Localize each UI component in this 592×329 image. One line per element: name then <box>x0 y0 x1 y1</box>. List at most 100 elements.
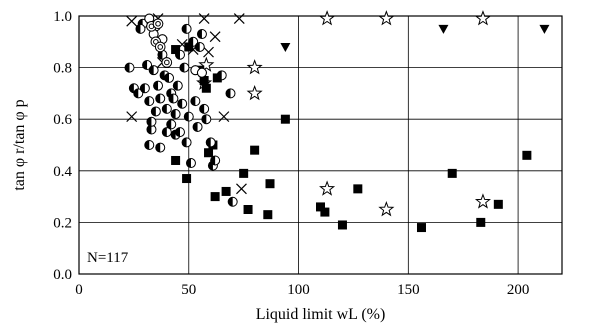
data-point-square <box>184 42 194 52</box>
data-point-half-circle <box>148 65 159 76</box>
x-tick-label: 0 <box>75 282 83 298</box>
data-point-triangle-down <box>539 24 550 34</box>
data-point-half-circle <box>142 60 153 71</box>
data-point-half-circle <box>168 93 179 104</box>
data-point-double-circle <box>154 41 166 53</box>
data-point-star <box>319 10 336 26</box>
y-tick-labels: 0.0 0.2 0.4 0.6 0.8 1.0 <box>53 9 72 283</box>
data-point-half-circle <box>185 158 196 169</box>
data-point-square <box>447 168 457 178</box>
data-point-square <box>182 174 192 184</box>
x-axis-label: Liquid limit wL (%) <box>256 306 386 323</box>
data-point-half-circle <box>146 116 157 127</box>
y-tick-label: 1.0 <box>53 9 72 25</box>
x-tick-label: 150 <box>397 282 420 298</box>
data-point-half-circle <box>164 72 175 83</box>
data-point-half-circle <box>135 23 146 34</box>
data-point-half-circle <box>174 49 185 60</box>
data-point-half-circle <box>227 196 238 207</box>
data-point-half-circle <box>155 93 166 104</box>
data-point-square <box>212 73 222 83</box>
y-tick-label: 0.8 <box>53 61 72 77</box>
data-marks <box>124 10 550 233</box>
x-tick-label: 50 <box>181 282 196 298</box>
data-point-square <box>171 45 181 55</box>
data-point-cross <box>126 15 138 27</box>
data-point-star <box>198 56 215 72</box>
data-point-square <box>416 223 426 233</box>
data-point-half-circle <box>181 137 192 148</box>
data-point-square <box>476 217 486 227</box>
data-point-half-circle <box>157 49 168 60</box>
data-point-half-circle <box>150 106 161 117</box>
data-point-half-circle <box>205 137 216 148</box>
data-point-open-circle <box>196 67 207 78</box>
data-point-square <box>210 192 220 202</box>
data-point-cross <box>218 111 230 123</box>
data-point-square <box>353 184 363 194</box>
data-point-square <box>243 205 253 214</box>
x-tick-label: 100 <box>287 282 310 298</box>
data-point-cross <box>236 183 247 195</box>
data-point-square <box>204 148 214 158</box>
data-point-double-circle <box>161 57 173 68</box>
data-point-square <box>201 83 211 93</box>
data-point-half-circle <box>144 96 155 107</box>
data-point-half-circle <box>174 127 185 138</box>
data-point-half-circle <box>153 80 164 91</box>
data-point-half-circle <box>183 111 194 122</box>
data-point-star <box>246 59 263 75</box>
data-point-square <box>320 207 330 217</box>
y-tick-label: 0.4 <box>53 164 72 180</box>
grid-lines <box>79 16 562 274</box>
data-point-star <box>378 201 395 217</box>
data-point-square <box>239 168 249 178</box>
data-point-square <box>316 202 325 212</box>
y-tick-label: 0.6 <box>53 112 72 128</box>
data-point-half-circle <box>144 140 155 150</box>
data-point-star <box>378 10 395 26</box>
data-point-cross <box>233 13 245 25</box>
data-point-square <box>522 150 532 160</box>
data-point-half-circle <box>225 88 236 99</box>
data-point-star <box>319 180 336 196</box>
data-point-half-circle <box>216 70 227 81</box>
data-point-cross <box>198 13 210 25</box>
data-point-square <box>280 114 290 124</box>
data-point-half-circle <box>194 41 205 52</box>
data-point-half-circle <box>155 142 166 153</box>
data-point-half-circle <box>146 124 157 135</box>
y-axis-label: tan φ r/tan φ p <box>11 99 28 190</box>
data-point-cross <box>203 46 214 58</box>
data-point-half-circle <box>139 83 150 94</box>
data-point-star <box>474 10 492 26</box>
data-point-half-circle <box>161 127 172 138</box>
data-point-star <box>246 84 263 101</box>
data-point-half-circle <box>161 103 172 114</box>
data-point-triangle-down <box>280 42 291 52</box>
data-point-square <box>171 155 181 165</box>
data-point-square <box>250 145 260 155</box>
data-point-half-circle <box>177 98 188 109</box>
data-point-half-circle <box>188 36 199 47</box>
sample-count-annotation: N=117 <box>87 250 129 266</box>
y-tick-label: 0.2 <box>53 215 72 231</box>
data-point-half-circle <box>170 109 181 120</box>
x-tick-labels: 0 50 100 150 200 <box>75 282 529 298</box>
data-point-square <box>263 210 273 220</box>
data-point-half-circle <box>166 119 177 130</box>
data-point-half-circle <box>124 62 135 73</box>
data-point-half-circle <box>210 155 221 166</box>
data-point-double-circle <box>152 18 164 30</box>
data-point-half-circle <box>181 23 192 34</box>
data-point-star <box>474 193 492 209</box>
data-point-cross <box>126 111 138 123</box>
x-tick-label: 200 <box>507 282 530 298</box>
data-point-square <box>337 220 347 230</box>
data-point-half-circle <box>190 96 201 107</box>
y-tick-label: 0.0 <box>53 267 72 283</box>
data-point-square <box>199 76 209 85</box>
data-point-half-circle <box>179 62 190 73</box>
data-point-half-circle <box>199 103 210 114</box>
